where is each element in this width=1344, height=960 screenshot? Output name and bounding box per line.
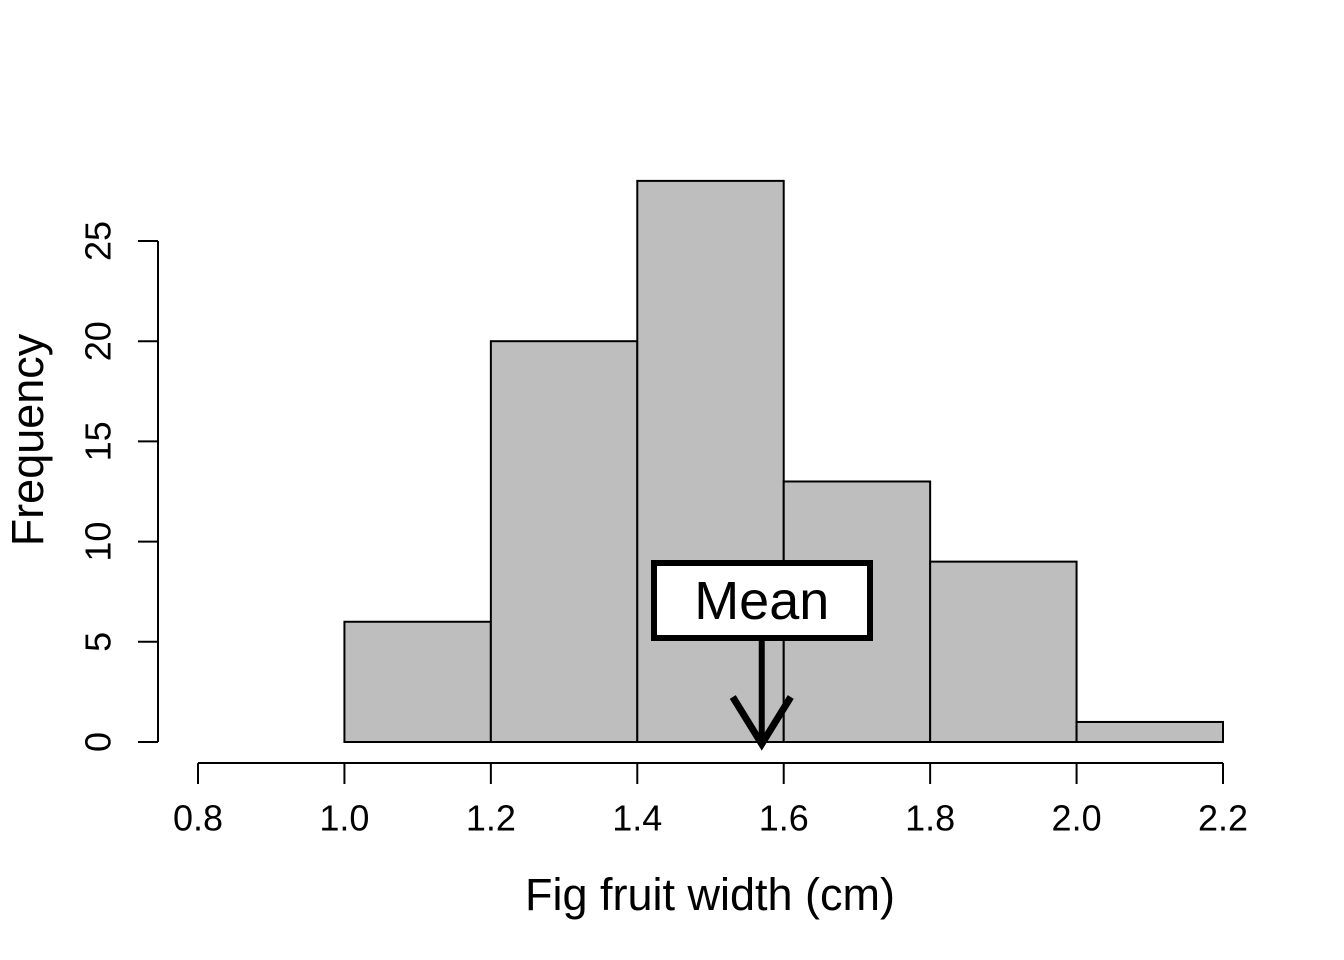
x-tick-label: 0.8 — [173, 798, 223, 839]
y-tick-label: 5 — [78, 632, 119, 652]
y-tick-label: 10 — [78, 522, 119, 562]
x-tick-label: 1.4 — [612, 798, 662, 839]
y-tick-label: 0 — [78, 732, 119, 752]
y-tick-label: 15 — [78, 421, 119, 461]
x-axis-label: Fig fruit width (cm) — [524, 869, 896, 920]
histogram-bar — [1075, 720, 1224, 744]
mean-arrow-head — [729, 695, 794, 751]
mean-annotation-label: Mean — [694, 570, 830, 631]
y-axis-label: Frequency — [2, 333, 53, 547]
x-tick-label: 2.2 — [1198, 798, 1248, 839]
x-tick-label: 1.6 — [759, 798, 809, 839]
x-tick-label: 1.8 — [905, 798, 955, 839]
y-tick-label: 20 — [78, 321, 119, 361]
x-tick-label: 2.0 — [1052, 798, 1102, 839]
x-tick-label: 1.2 — [466, 798, 516, 839]
histogram-bar — [489, 340, 639, 743]
y-tick-label: 25 — [78, 221, 119, 261]
histogram-bar — [343, 620, 492, 744]
histogram-bar — [929, 560, 1078, 744]
mean-annotation-box: Mean — [650, 560, 873, 641]
x-tick-label: 1.0 — [319, 798, 369, 839]
